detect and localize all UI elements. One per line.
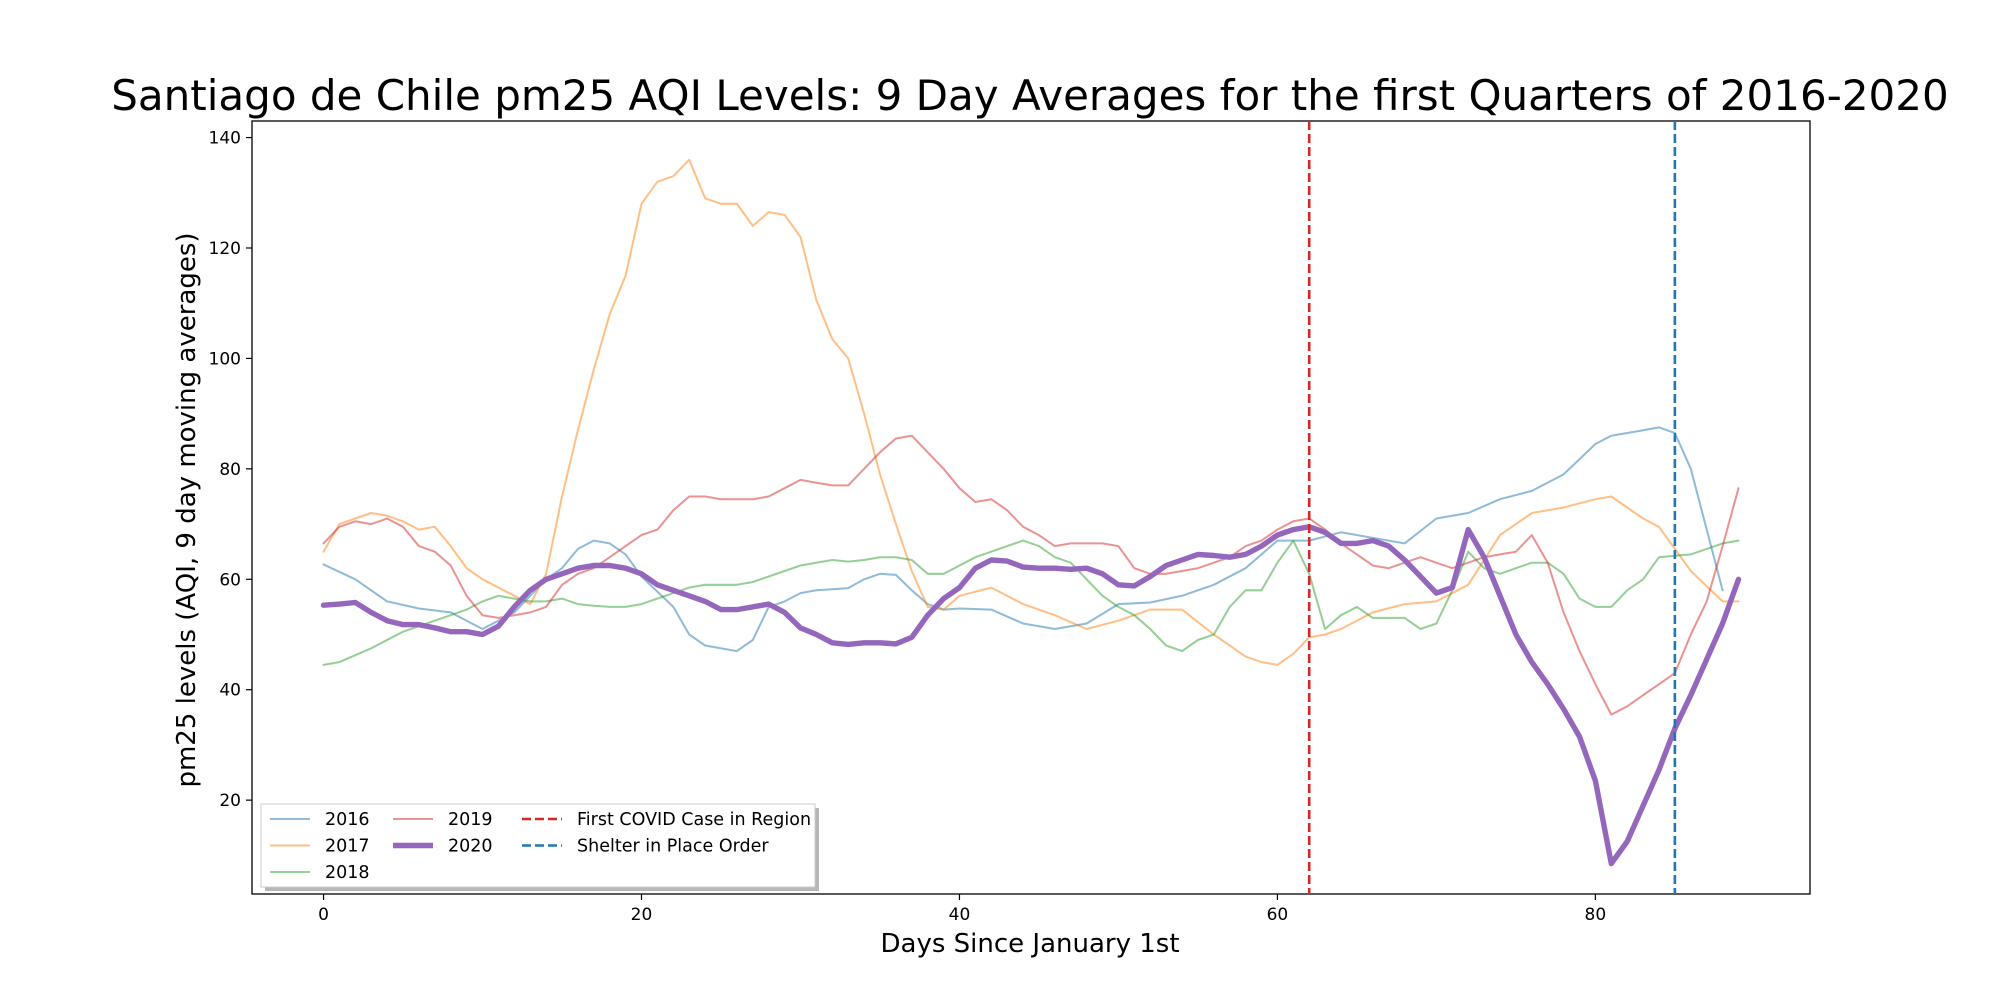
series-line-2020 [320, 524, 1742, 867]
y-tick-label: 140 [209, 129, 241, 149]
y-tick-label: 20 [219, 791, 241, 811]
y-tick-label: 80 [219, 460, 241, 480]
series-line-2016 [322, 426, 1724, 653]
legend-label: Shelter in Place Order [577, 837, 769, 857]
legend-entry: 2019 [393, 810, 493, 830]
legend-label: 2019 [448, 810, 493, 830]
legend-label: 2017 [325, 837, 370, 857]
series-line-2019 [322, 434, 1740, 716]
legend-entry: 2020 [393, 837, 493, 857]
legend-entry: 2017 [270, 837, 370, 857]
x-tick-label: 0 [318, 905, 329, 925]
legend-label: 2016 [325, 810, 370, 830]
reference-lines [1307, 121, 1677, 894]
legend-label: 2020 [448, 837, 493, 857]
series-layer [320, 158, 1742, 867]
y-tick-label: 100 [209, 349, 241, 369]
legend-entry: First COVID Case in Region [522, 810, 811, 830]
legend-entry: 2018 [270, 863, 370, 883]
y-tick-label: 60 [219, 570, 241, 590]
x-tick-label: 80 [1585, 905, 1607, 925]
x-tick-label: 60 [1267, 905, 1289, 925]
axis-ticks: 0 20 40 60 80 20 40 60 80 100 120 140 [209, 129, 1607, 925]
y-tick-label: 40 [219, 681, 241, 701]
axes-frame [251, 120, 1811, 895]
y-axis-label: pm25 levels (AQI, 9 day moving averages) [172, 232, 202, 787]
series-line-2018 [322, 539, 1740, 666]
x-tick-label: 40 [949, 905, 971, 925]
legend-entry: 2016 [270, 810, 370, 830]
legend-label: 2018 [325, 863, 370, 883]
chart-title: Santiago de Chile pm25 AQI Levels: 9 Day… [111, 71, 1948, 120]
legend: 2016 2017 2018 2019 2020 First COVID Case in … [260, 803, 819, 891]
plot-area-border [251, 120, 1811, 895]
x-axis-label: Days Since January 1st [880, 929, 1179, 959]
legend-entry: Shelter in Place Order [522, 837, 769, 857]
y-tick-label: 120 [209, 239, 241, 259]
x-tick-label: 20 [631, 905, 653, 925]
legend-label: First COVID Case in Region [577, 810, 811, 830]
